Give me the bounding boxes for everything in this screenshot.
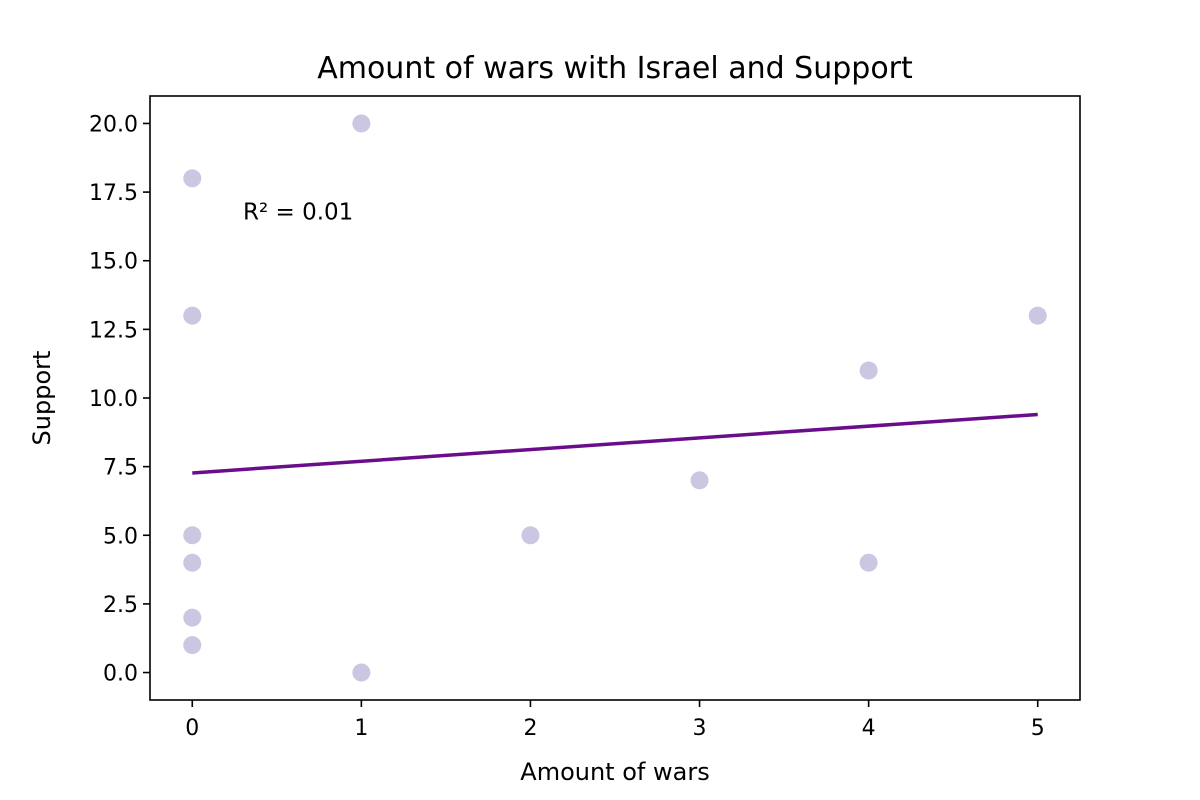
x-tick-label: 2 [523,716,537,741]
y-tick-label: 12.5 [89,318,138,343]
data-point [521,526,540,545]
data-point [352,663,371,682]
x-tick-label: 5 [1031,716,1045,741]
data-point [183,526,202,545]
data-point [183,636,202,655]
y-tick-label: 10.0 [89,387,138,412]
chart-title: Amount of wars with Israel and Support [317,51,913,86]
y-tick-label: 15.0 [89,250,138,275]
x-tick-label: 3 [693,716,707,741]
data-point [183,306,202,325]
data-point [1028,306,1047,325]
y-tick-label: 7.5 [103,456,138,481]
data-point [352,114,371,133]
r-squared-annotation: R² = 0.01 [243,200,353,226]
x-axis-label: Amount of wars [520,758,709,786]
data-point [183,169,202,188]
x-tick-label: 0 [185,716,199,741]
y-tick-label: 5.0 [103,524,138,549]
plot-area: R² = 0.01 0 1 2 3 4 5 0.0 2.5 5.0 7.5 10.0 12.5 15.0 1… [89,95,1081,741]
data-point [183,608,202,627]
data-point [859,361,878,380]
y-tick-label: 17.5 [89,181,138,206]
data-point [183,553,202,572]
trend-line [192,412,1038,475]
x-tick-label: 4 [862,716,876,741]
data-point [859,553,878,572]
y-tick-label: 20.0 [89,112,138,137]
y-tick-label: 0.0 [103,662,138,687]
y-axis-label: Support [28,351,56,446]
y-tick-label: 2.5 [103,593,138,618]
data-point [690,471,709,490]
x-tick-label: 1 [354,716,368,741]
